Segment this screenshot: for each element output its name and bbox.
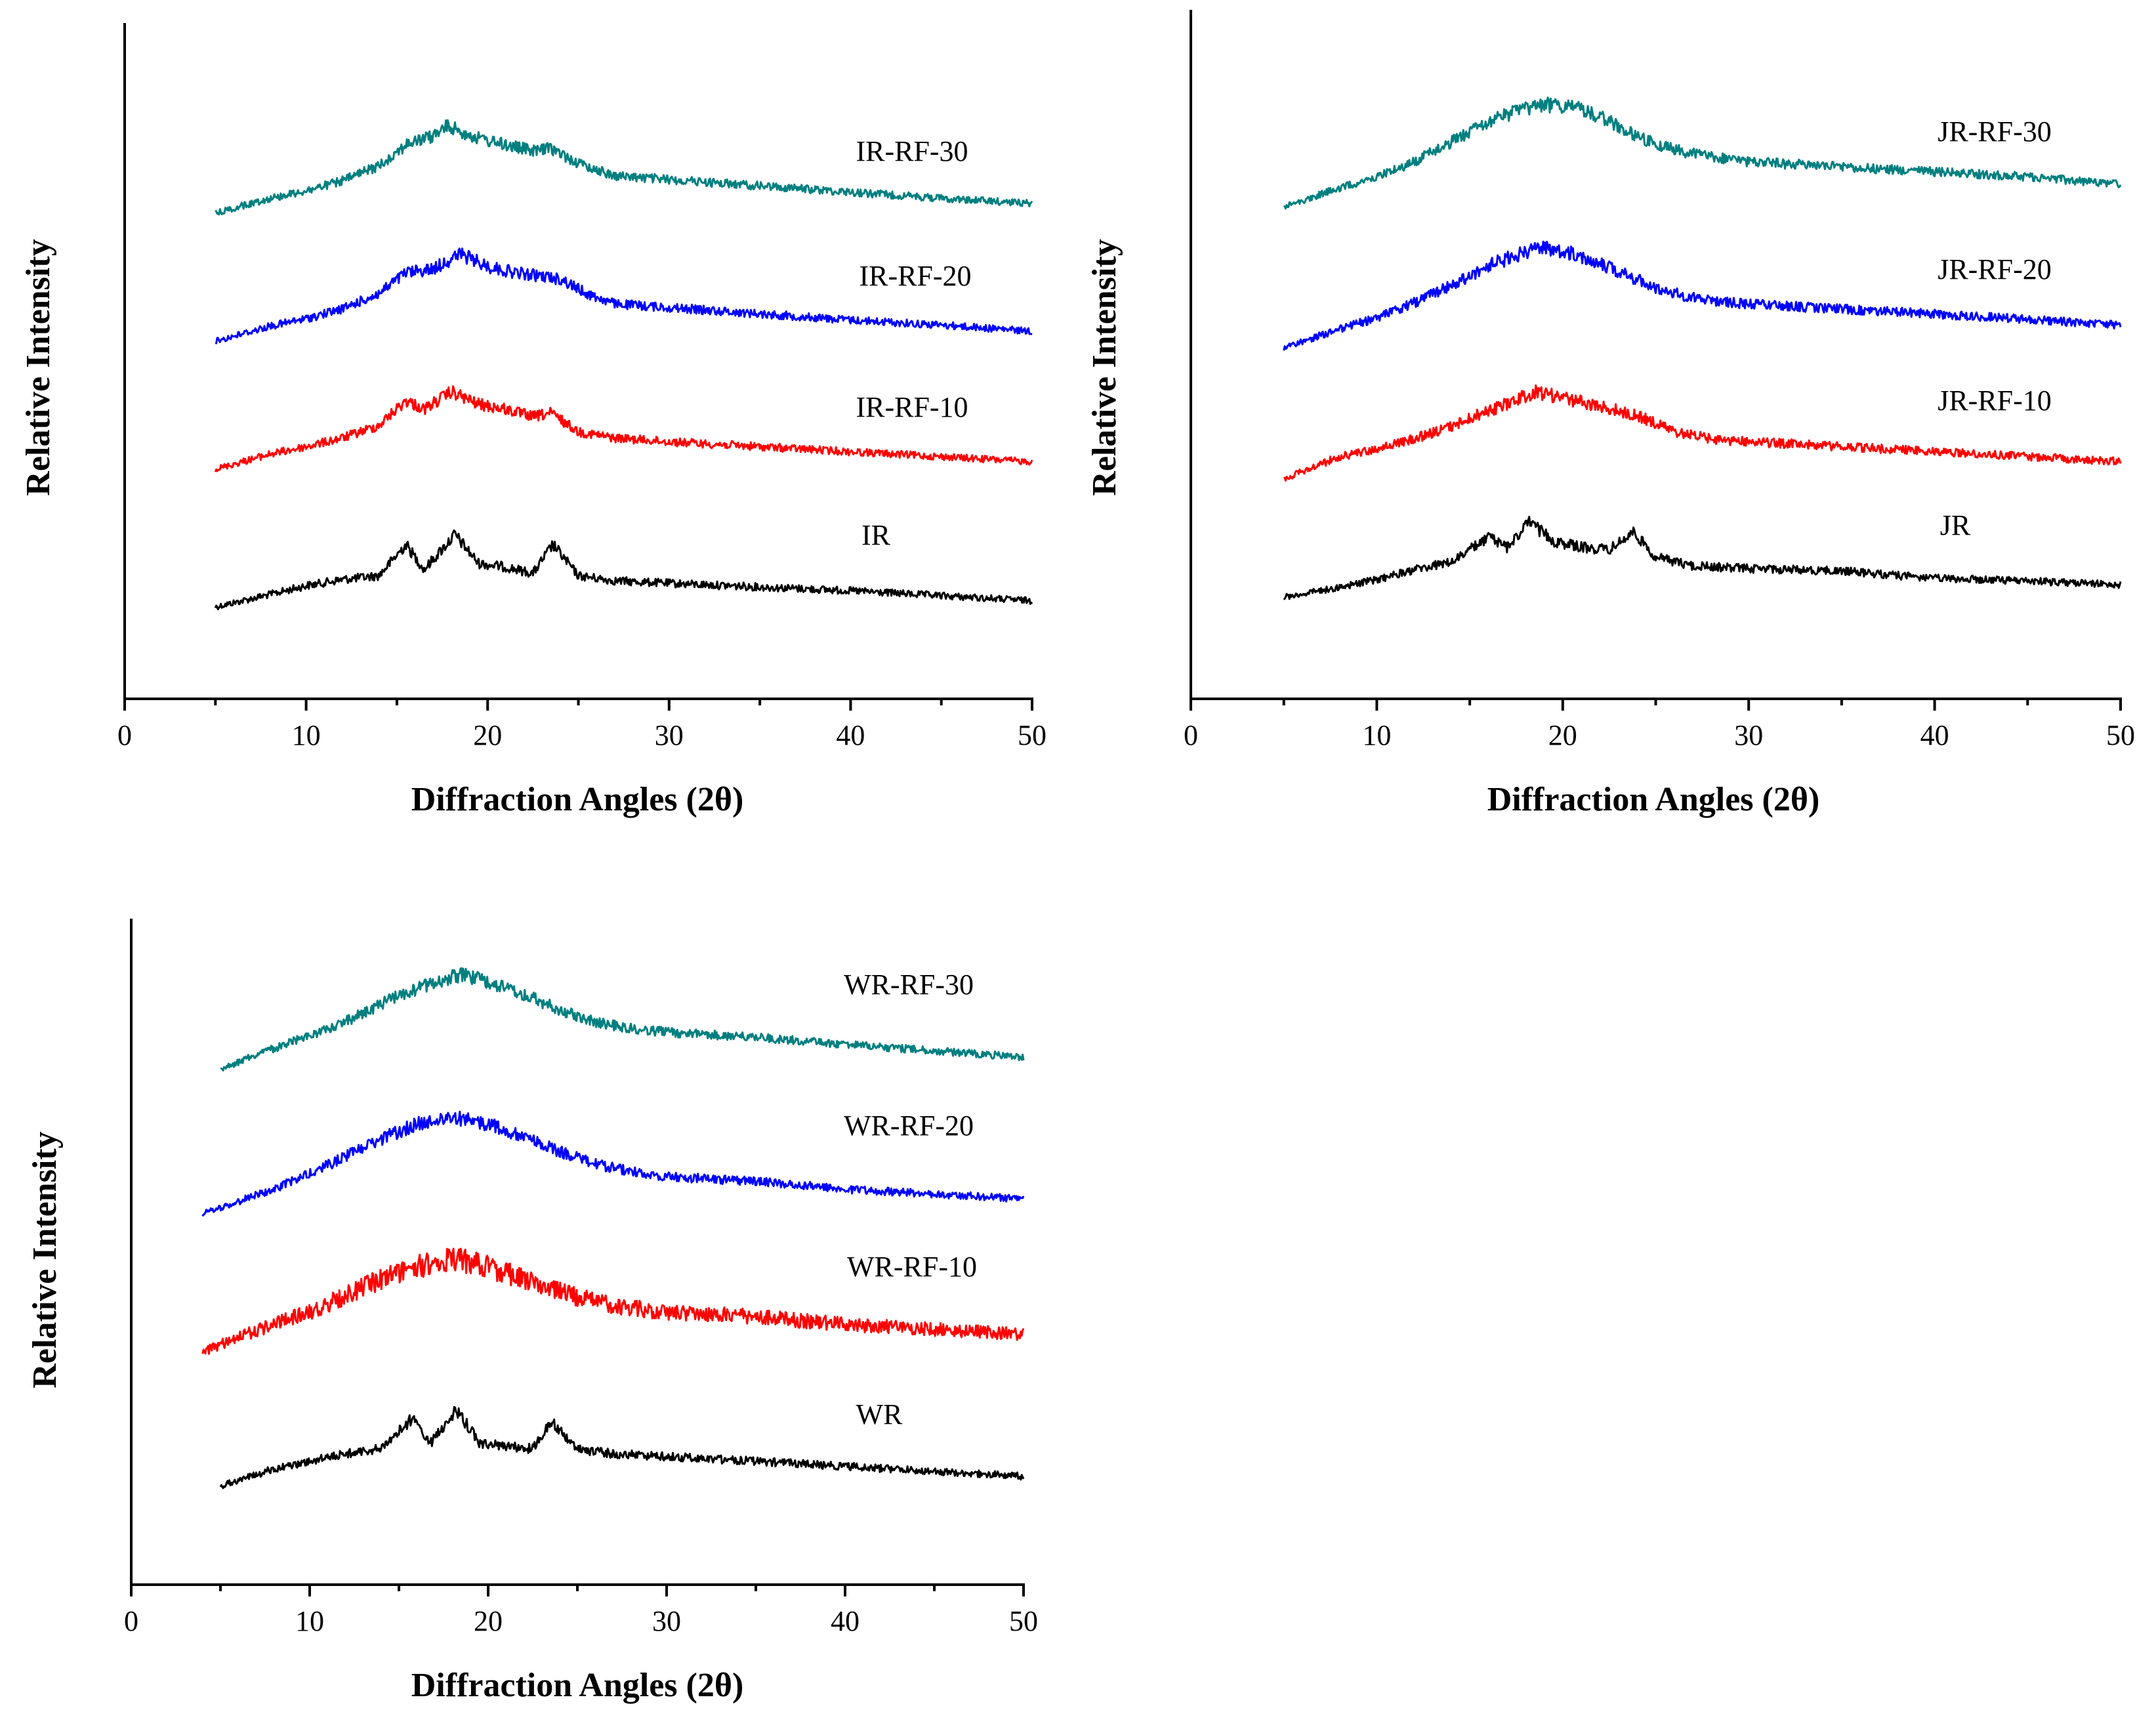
series-label-wr: WR — [856, 1398, 903, 1430]
x-tick-label: 10 — [1362, 719, 1391, 751]
chart-panel-2: 0 10 20 30 40 50 Diffraction Angles (2θ) Relati… — [1086, 10, 2135, 818]
x-tick-label: 10 — [292, 719, 321, 751]
series-line-ir — [214, 529, 1033, 611]
series-line-ir-rf-30 — [215, 119, 1033, 216]
chart-panel-3: 0 10 20 30 40 50 Diffraction Angles (2θ) Relati… — [26, 919, 1038, 1704]
series-label-wr-rf-20: WR-RF-20 — [844, 1110, 974, 1142]
x-tick-label: 0 — [124, 1605, 138, 1637]
x-tick-label: 0 — [117, 719, 132, 751]
y-axis-title: Relative Intensity — [26, 1131, 64, 1388]
series-label-jr-rf-20: JR-RF-20 — [1938, 253, 2052, 285]
x-tick-label: 40 — [831, 1605, 860, 1637]
x-tick-label: 50 — [2106, 719, 2135, 751]
x-tick-label: 0 — [1184, 719, 1198, 751]
x-tick-label: 40 — [836, 719, 865, 751]
y-axis-title: Relative Intensity — [1086, 239, 1123, 495]
series-line-jr — [1283, 516, 2122, 600]
series-line-ir-rf-10 — [214, 385, 1033, 472]
series-label-ir: IR — [861, 519, 891, 551]
x-tick-label: 50 — [1018, 719, 1047, 751]
x-tick-label: 20 — [473, 719, 502, 751]
x-tick-label: 40 — [1920, 719, 1949, 751]
x-tick-label: 10 — [295, 1605, 324, 1637]
x-tick-label: 30 — [1734, 719, 1763, 751]
series-label-wr-rf-30: WR-RF-30 — [844, 969, 974, 1001]
series-line-jr-rf-30 — [1283, 96, 2122, 210]
series-label-ir-rf-30: IR-RF-30 — [856, 135, 968, 167]
x-tick-label: 30 — [652, 1605, 681, 1637]
series-label-jr: JR — [1940, 509, 1971, 541]
series-line-wr-rf-10 — [201, 1247, 1025, 1355]
series-label-wr-rf-10: WR-RF-10 — [847, 1251, 977, 1283]
series-line-wr-rf-20 — [201, 1110, 1025, 1217]
series-line-jr-rf-10 — [1283, 384, 2122, 482]
series-label-ir-rf-10: IR-RF-10 — [856, 391, 968, 423]
x-tick-label: 50 — [1009, 1605, 1038, 1637]
series-label-ir-rf-20: IR-RF-20 — [859, 260, 971, 292]
series-line-wr — [219, 1406, 1025, 1490]
series-line-wr-rf-30 — [220, 967, 1025, 1072]
series-label-jr-rf-10: JR-RF-10 — [1938, 385, 2052, 417]
x-tick-label: 20 — [1548, 719, 1577, 751]
series-label-jr-rf-30: JR-RF-30 — [1938, 115, 2052, 148]
series-line-ir-rf-20 — [215, 247, 1033, 345]
x-axis-title: Diffraction Angles (2θ) — [1487, 781, 1820, 818]
x-axis-title: Diffraction Angles (2θ) — [411, 781, 744, 818]
chart-panel-1: 0 10 20 30 40 50 Diffraction Angles (2θ) Relati… — [20, 23, 1047, 818]
y-axis-title: Relative Intensity — [20, 239, 57, 495]
series-line-jr-rf-20 — [1283, 240, 2122, 351]
x-tick-label: 20 — [474, 1605, 503, 1637]
x-tick-label: 30 — [655, 719, 684, 751]
x-axis-title: Diffraction Angles (2θ) — [411, 1667, 744, 1704]
